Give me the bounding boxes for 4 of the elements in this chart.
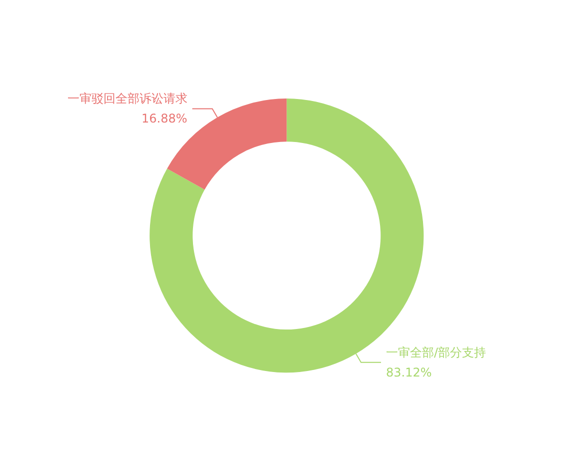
data-label: 83.12% xyxy=(386,365,432,380)
data-label: 16.88% xyxy=(142,112,188,126)
slice-label: 一审驳回全部诉讼请求 xyxy=(67,92,188,106)
slice-label: 一审全部/部分支持 xyxy=(386,345,486,360)
